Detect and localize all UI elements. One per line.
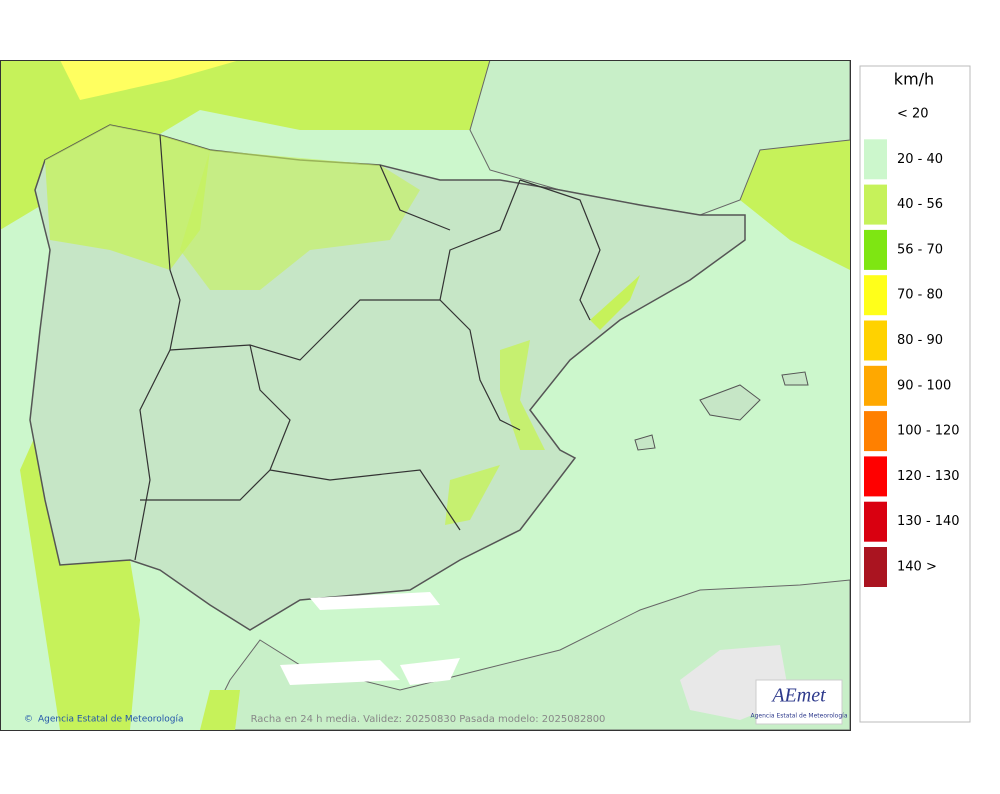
- map: [0, 60, 850, 730]
- legend-swatch: [864, 547, 887, 587]
- legend-label: 70 - 80: [897, 288, 943, 303]
- legend-swatch: [864, 320, 887, 361]
- calm-zone: [310, 592, 440, 610]
- calm-zone: [400, 658, 460, 685]
- wind-zone: [0, 60, 490, 230]
- legend-label: 80 - 90: [897, 333, 943, 348]
- legend-label: 140 >: [897, 560, 937, 575]
- land: [634, 434, 656, 451]
- legend-swatch: [864, 229, 887, 270]
- legend-swatch: [864, 365, 887, 406]
- legend-label: 20 - 40: [897, 152, 943, 167]
- wind-zone: [60, 60, 240, 100]
- logo-name: Agencia Estatal de Meteorología: [751, 713, 848, 720]
- legend-swatch: [864, 94, 887, 134]
- wind-zone: [445, 465, 500, 525]
- land: [781, 371, 809, 386]
- region-borders: [134, 134, 601, 561]
- wind-zone: [45, 125, 210, 270]
- wind-zone: [200, 690, 240, 730]
- land: [699, 384, 761, 421]
- wind-zone: [590, 275, 640, 330]
- credit: Agencia Estatal de Meteorología: [38, 715, 184, 725]
- legend-label: 100 - 120: [897, 424, 960, 439]
- legend-label: 90 - 100: [897, 378, 951, 393]
- legend-label: 130 - 140: [897, 514, 960, 529]
- calm-zone: [280, 660, 400, 685]
- legend-label: < 20: [897, 107, 929, 122]
- legend-label: 56 - 70: [897, 242, 943, 257]
- legend-swatch: [864, 184, 887, 225]
- legend-title: km/h: [894, 70, 934, 89]
- caption: Racha en 24 h media. Validez: 20250830 P…: [251, 714, 606, 725]
- legend-swatch: [864, 456, 887, 497]
- legend-swatch: [864, 501, 887, 542]
- legend-label: 40 - 56: [897, 197, 943, 212]
- legend-label: 120 - 130: [897, 469, 960, 484]
- legend: km/h < 20 20 - 40 40 - 56 56 - 70 70 - 80 80 …: [859, 65, 971, 723]
- credit-icon: ©: [24, 715, 33, 725]
- wind-zone: [180, 150, 420, 290]
- map-frame: [0, 60, 851, 731]
- logo-box: [755, 679, 843, 725]
- logo-mark: AEmet: [770, 685, 826, 707]
- legend-swatch: [864, 275, 887, 316]
- legend-swatch: [864, 411, 887, 452]
- legend-swatch: [864, 139, 887, 180]
- wind-zone: [500, 340, 545, 450]
